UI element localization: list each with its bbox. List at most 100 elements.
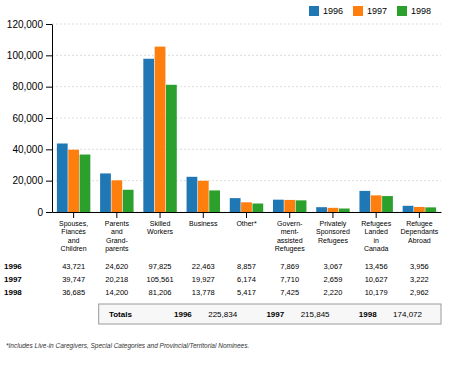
grid-line [52,55,441,56]
y-tick-label: 100,000 [7,50,44,61]
table-cell: 14,200 [105,288,128,297]
totals-year: 1997 [266,310,284,319]
totals-value: 174,072 [393,310,422,319]
bar [209,190,220,212]
x-tick: RefugeeDependantsAbroad [401,212,439,244]
table-cell: 6,174 [237,275,256,284]
bar-series [80,85,437,212]
x-tick: SkilledWorkers [147,212,173,235]
table-cell: 8,857 [237,262,256,271]
legend-swatch [397,6,407,16]
table-cell: 97,825 [149,262,172,271]
bar [425,207,436,212]
bar [359,191,370,212]
table-cell: 105,561 [146,275,173,284]
grid [52,24,441,212]
table-cell: 2,659 [324,275,343,284]
table-cell: 13,456 [365,262,388,271]
bar [68,150,79,212]
table-cell: 3,956 [410,262,429,271]
bar [316,207,327,212]
x-tick: Spouses,FiancésandChildren [59,212,88,252]
x-tick-label: Business [189,220,218,227]
legend-entry: 1997 [353,6,387,16]
x-tick-label: RefugeesLandedinCanada [361,220,391,252]
x-tick-label: Govern-ment-assistedRefugees [275,220,305,253]
bar [198,181,209,212]
legend-label: 1998 [411,6,431,16]
table-cell: 39,747 [62,275,85,284]
y-tick: 20,000 [12,175,52,186]
x-tick-mark [203,212,204,218]
bar [273,200,284,212]
bar [100,173,111,212]
table-row-label: 1998 [4,288,22,297]
footnote: *Includes Live-in Caregivers, Special Ca… [6,342,249,350]
y-tick: 40,000 [12,144,52,155]
y-tick: 0 [37,207,52,218]
y-axis-line [52,25,53,213]
bar [241,202,252,212]
y-tick-label: 40,000 [12,144,43,155]
y-tick-mark [46,212,52,213]
table-row-label: 1997 [4,275,22,284]
bar [187,177,198,212]
table-cell: 22,463 [192,262,215,271]
x-tick-label: ParentsandGrand-parents [105,220,130,253]
x-tick-label: RefugeeDependantsAbroad [401,220,439,244]
chart: 0 20,000 40,000 60,000 80,000 100,000 120,000 S… [0,0,449,386]
totals-year: 1996 [174,310,192,319]
legend-label: 1997 [367,6,387,16]
table-cell: 7,869 [280,262,299,271]
legend-label: 1996 [323,6,343,16]
bar [403,206,414,212]
bar [166,85,177,212]
x-tick-label: SkilledWorkers [147,220,173,235]
table-cell: 10,179 [365,288,388,297]
y-tick-mark [46,24,52,25]
bar [123,190,134,212]
x-tick-mark [376,212,377,218]
totals-box [99,304,441,324]
table-cell: 3,067 [324,262,343,271]
table-cell: 24,620 [105,262,128,271]
table-cell: 20,218 [105,275,128,284]
totals-value: 215,845 [301,310,330,319]
x-tick-label: PrivatelySponsoredRefugees [316,220,350,245]
y-tick-label: 20,000 [12,175,43,186]
table-cell: 43,721 [62,262,85,271]
totals: Totals1996225,8341997215,8451998174,072 [99,304,441,324]
bar [252,204,263,212]
x-tick: Business [189,212,218,227]
grid-line [52,86,441,87]
x-tick: ParentsandGrand-parents [105,212,130,253]
y-tick-label: 120,000 [7,19,44,30]
x-tick-mark [289,212,290,218]
table-cell: 3,222 [410,275,429,284]
y-tick-label: 80,000 [12,81,43,92]
legend-swatch [309,6,319,16]
x-tick-label: Other* [236,220,257,227]
legend-swatch [353,6,363,16]
y-tick: 120,000 [7,19,52,30]
grid-line [52,24,441,25]
y-tick-mark [46,55,52,56]
x-tick: PrivatelySponsoredRefugees [316,212,350,245]
totals-year: 1998 [359,310,377,319]
table-cell: 7,425 [280,288,299,297]
y-tick-label: 60,000 [12,113,43,124]
y-tick-mark [46,181,52,182]
table-cell: 7,710 [280,275,299,284]
table-cell: 13,778 [192,288,215,297]
x-tick-label: Spouses,FiancésandChildren [59,220,88,252]
bars [57,47,436,212]
x-tick: Other* [236,212,257,227]
totals-value: 225,834 [208,310,237,319]
bar [80,155,91,212]
y-tick: 60,000 [12,113,52,124]
x-tick-mark [246,212,247,218]
bar [414,207,425,212]
x-tick-mark [73,212,74,218]
table-cell: 81,206 [149,288,172,297]
x-tick-mark [419,212,420,218]
